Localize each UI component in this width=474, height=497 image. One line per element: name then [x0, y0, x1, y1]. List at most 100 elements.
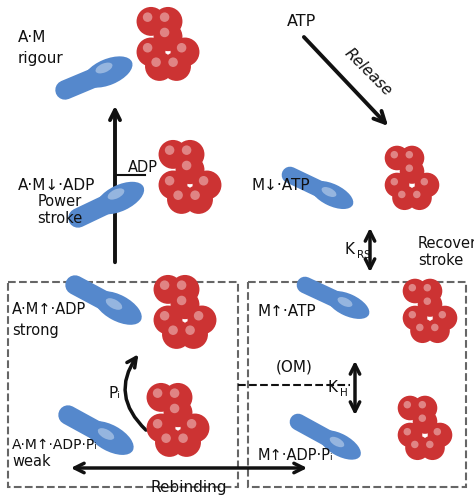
Circle shape	[179, 320, 208, 349]
Circle shape	[424, 284, 431, 291]
Circle shape	[153, 388, 163, 398]
Circle shape	[385, 146, 410, 170]
Circle shape	[428, 423, 452, 447]
Circle shape	[188, 306, 217, 334]
Circle shape	[413, 409, 438, 434]
Circle shape	[164, 383, 192, 412]
Circle shape	[154, 306, 182, 334]
Text: K: K	[328, 381, 338, 396]
Ellipse shape	[108, 188, 124, 200]
Text: M↑·ATP: M↑·ATP	[258, 305, 317, 320]
Text: Power
stroke: Power stroke	[37, 194, 82, 226]
Text: K: K	[345, 243, 355, 257]
Ellipse shape	[98, 428, 114, 440]
Circle shape	[187, 419, 196, 428]
Circle shape	[173, 190, 183, 200]
Ellipse shape	[86, 421, 134, 455]
Circle shape	[177, 43, 186, 53]
Text: A·M↓·ADP: A·M↓·ADP	[18, 177, 95, 192]
Ellipse shape	[321, 187, 337, 197]
Ellipse shape	[327, 291, 369, 319]
Circle shape	[398, 423, 422, 447]
Circle shape	[182, 161, 191, 170]
Circle shape	[146, 414, 175, 442]
Circle shape	[137, 7, 165, 36]
Circle shape	[426, 441, 434, 448]
Bar	[248, 282, 466, 487]
Circle shape	[146, 383, 175, 412]
Text: weak: weak	[12, 454, 51, 470]
Circle shape	[415, 172, 439, 197]
Circle shape	[155, 428, 184, 457]
Circle shape	[431, 324, 438, 331]
Circle shape	[403, 306, 427, 331]
Circle shape	[170, 388, 179, 398]
Circle shape	[405, 435, 430, 460]
Text: M↑·ADP·Pᵢ: M↑·ADP·Pᵢ	[258, 447, 334, 463]
Circle shape	[177, 280, 186, 290]
Circle shape	[175, 155, 204, 184]
Circle shape	[413, 396, 438, 420]
Ellipse shape	[83, 56, 133, 87]
Circle shape	[151, 58, 161, 67]
Text: H: H	[340, 388, 348, 398]
Circle shape	[392, 185, 417, 210]
Text: ADP: ADP	[128, 161, 158, 175]
Circle shape	[178, 433, 188, 443]
Circle shape	[403, 401, 411, 409]
Circle shape	[385, 172, 410, 197]
Circle shape	[137, 38, 165, 67]
Circle shape	[434, 428, 441, 435]
Text: strong: strong	[12, 323, 59, 337]
Ellipse shape	[94, 291, 142, 325]
Bar	[8, 282, 238, 487]
Circle shape	[416, 324, 424, 331]
Circle shape	[192, 170, 221, 199]
Circle shape	[398, 191, 406, 198]
Circle shape	[158, 170, 187, 199]
Circle shape	[168, 326, 178, 335]
Circle shape	[400, 146, 424, 170]
Ellipse shape	[319, 430, 361, 460]
Circle shape	[164, 398, 192, 427]
Circle shape	[168, 58, 178, 67]
Circle shape	[199, 176, 209, 185]
Circle shape	[162, 320, 191, 349]
Circle shape	[160, 12, 169, 22]
Text: M↓·ATP: M↓·ATP	[252, 177, 310, 192]
Circle shape	[419, 401, 426, 409]
Circle shape	[406, 151, 413, 159]
Circle shape	[154, 22, 182, 51]
Circle shape	[143, 12, 152, 22]
Circle shape	[403, 428, 411, 435]
Text: RS: RS	[357, 250, 371, 260]
Text: A·M: A·M	[18, 30, 46, 46]
Circle shape	[153, 419, 163, 428]
Circle shape	[420, 178, 428, 185]
Circle shape	[418, 279, 442, 303]
Circle shape	[177, 296, 186, 305]
Text: ATP: ATP	[287, 14, 317, 29]
Circle shape	[438, 311, 446, 319]
Ellipse shape	[106, 298, 122, 310]
Circle shape	[410, 319, 435, 343]
Circle shape	[175, 140, 204, 169]
Circle shape	[409, 311, 416, 319]
Circle shape	[162, 52, 191, 81]
Text: (OM): (OM)	[275, 360, 312, 375]
Circle shape	[160, 28, 169, 37]
Circle shape	[194, 311, 203, 321]
Circle shape	[403, 279, 427, 303]
Circle shape	[413, 191, 420, 198]
Text: Recovery
stroke: Recovery stroke	[418, 236, 474, 268]
Circle shape	[181, 414, 210, 442]
Ellipse shape	[337, 297, 353, 307]
Circle shape	[167, 185, 196, 214]
Circle shape	[391, 178, 398, 185]
Circle shape	[171, 290, 200, 319]
Circle shape	[160, 280, 169, 290]
Circle shape	[154, 7, 182, 36]
Circle shape	[165, 176, 174, 185]
Circle shape	[433, 306, 457, 331]
Circle shape	[154, 275, 182, 304]
